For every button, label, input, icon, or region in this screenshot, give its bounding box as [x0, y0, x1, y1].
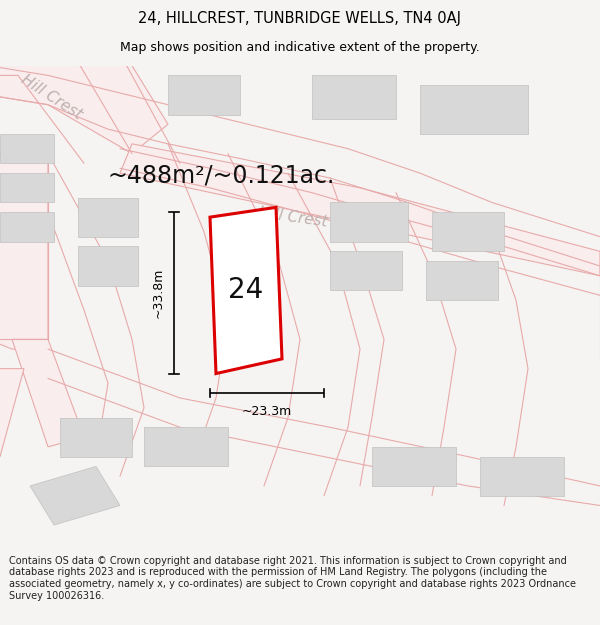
Polygon shape	[0, 369, 24, 457]
Polygon shape	[312, 76, 396, 119]
Text: Hill Crest: Hill Crest	[258, 206, 329, 230]
Text: Contains OS data © Crown copyright and database right 2021. This information is : Contains OS data © Crown copyright and d…	[9, 556, 576, 601]
Polygon shape	[420, 85, 528, 134]
Polygon shape	[168, 76, 240, 114]
Polygon shape	[372, 447, 456, 486]
Polygon shape	[0, 134, 54, 163]
Polygon shape	[210, 208, 282, 374]
Polygon shape	[0, 154, 48, 349]
Text: ~33.8m: ~33.8m	[152, 268, 165, 318]
Polygon shape	[0, 173, 54, 203]
Polygon shape	[144, 428, 228, 466]
Polygon shape	[120, 144, 600, 276]
Polygon shape	[78, 246, 138, 286]
Polygon shape	[12, 339, 84, 447]
Polygon shape	[0, 26, 168, 154]
Polygon shape	[432, 213, 504, 251]
Polygon shape	[426, 261, 498, 300]
Text: ~488m²/~0.121ac.: ~488m²/~0.121ac.	[108, 164, 335, 188]
Polygon shape	[330, 202, 408, 242]
Text: ~23.3m: ~23.3m	[242, 405, 292, 418]
Polygon shape	[60, 418, 132, 457]
Polygon shape	[30, 466, 120, 525]
Text: Map shows position and indicative extent of the property.: Map shows position and indicative extent…	[120, 41, 480, 54]
Polygon shape	[480, 457, 564, 496]
Text: 24, HILLCREST, TUNBRIDGE WELLS, TN4 0AJ: 24, HILLCREST, TUNBRIDGE WELLS, TN4 0AJ	[139, 11, 461, 26]
Polygon shape	[330, 251, 402, 291]
Polygon shape	[0, 213, 54, 242]
Polygon shape	[78, 198, 138, 237]
Text: Hill Crest: Hill Crest	[18, 72, 85, 122]
Text: 24: 24	[229, 276, 263, 304]
